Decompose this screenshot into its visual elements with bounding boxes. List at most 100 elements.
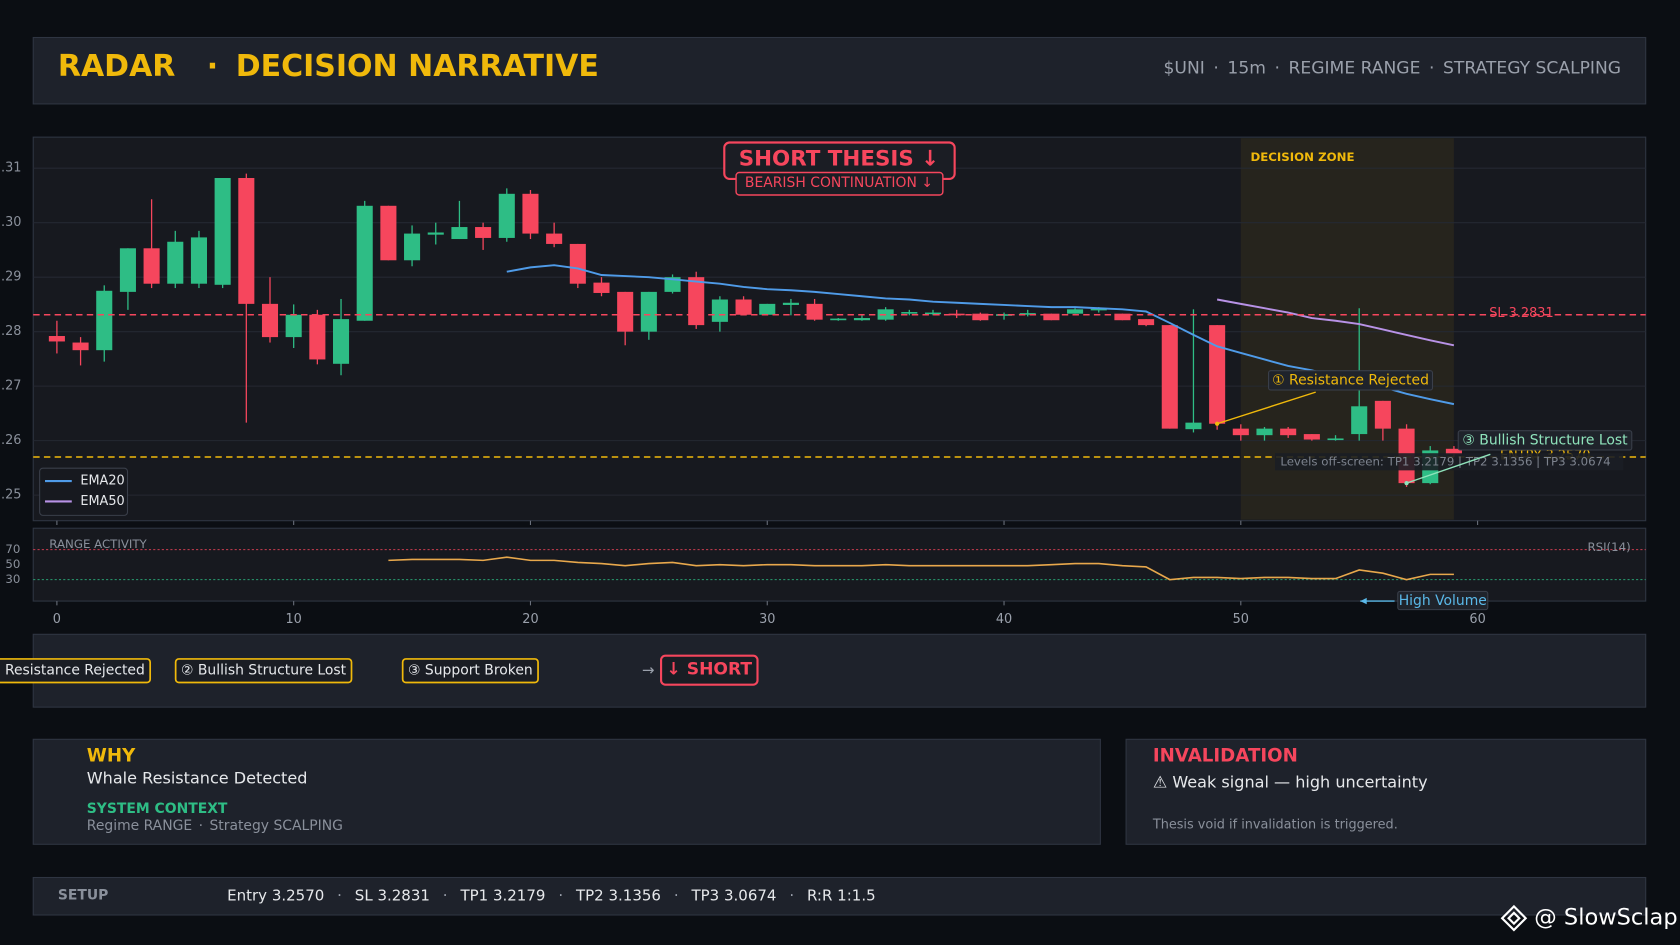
flow-outcome: ↓ SHORT: [666, 660, 752, 680]
rsi-panel: [32, 527, 1647, 602]
candle-body: [1303, 434, 1320, 440]
annotation-arrow: [1406, 453, 1491, 484]
candle-body: [1327, 438, 1344, 441]
why-text: Whale Resistance Detected: [87, 768, 308, 787]
meta-separator: ·: [1274, 59, 1279, 79]
flow-step-box: [0, 658, 152, 684]
header-separator: ·: [207, 49, 218, 84]
candle-body: [380, 205, 397, 261]
x-tick-label: 10: [286, 612, 302, 627]
annotation-box: [1457, 430, 1633, 451]
candle-body: [569, 243, 586, 284]
watermark-icon: [1500, 904, 1528, 932]
note-box: [1275, 453, 1624, 471]
meta-item: $UNI: [1164, 59, 1205, 79]
candle-body: [664, 277, 681, 292]
setup-separator: ·: [558, 886, 563, 904]
annotation-label: High Volume: [1399, 593, 1487, 609]
setup-panel: [32, 876, 1647, 916]
candle-body: [309, 314, 326, 360]
candle-body: [688, 277, 705, 326]
y-tick-label: 50: [5, 557, 20, 571]
candle-body: [830, 318, 847, 321]
annotation-label: ① Resistance Rejected: [1272, 372, 1429, 388]
candle-body: [332, 319, 350, 364]
y-tick-label: 3.30: [0, 215, 21, 230]
x-tick-label: 60: [1469, 612, 1485, 627]
candle-body: [475, 227, 492, 238]
annotation-box: [1397, 590, 1489, 611]
candle-body: [1138, 319, 1155, 326]
chart-subtitle: BEARISH CONTINUATION ↓: [745, 175, 933, 191]
candle-body: [711, 299, 728, 322]
candle-body: [1090, 308, 1107, 311]
candle-body: [1232, 428, 1249, 436]
annotation-point: [1214, 421, 1220, 426]
invalidation-text: ⚠ Weak signal — high uncertainty: [1153, 773, 1428, 792]
y-tick-label: 3.28: [0, 324, 21, 339]
candle-body: [546, 233, 563, 244]
outcome-box: [659, 654, 759, 686]
candle-body: [593, 282, 610, 293]
x-tick-label: 40: [996, 612, 1012, 627]
candle-body: [1209, 325, 1226, 424]
why-panel: [32, 738, 1101, 845]
annotation-point: [1404, 480, 1409, 486]
y-tick-label: 3.31: [0, 161, 21, 176]
candle-body: [190, 237, 207, 284]
context-text: Regime RANGE · Strategy SCALPING: [87, 818, 343, 834]
chart-title: SHORT THESIS ↓: [739, 147, 939, 172]
meta-item: 15m: [1227, 59, 1265, 79]
x-tick-label: 50: [1233, 612, 1249, 627]
candle-body: [1043, 313, 1060, 321]
annotation-box: [1268, 370, 1434, 391]
flow-step: ② Bullish Structure Lost: [181, 663, 347, 679]
meta-separator: ·: [1429, 59, 1434, 79]
subtitle-box: [735, 171, 944, 196]
candle-body: [404, 233, 421, 261]
x-tick-label: 0: [53, 612, 61, 627]
candle-body: [1019, 313, 1036, 315]
candle-body: [853, 318, 870, 321]
level-label: SL 3.2831: [1489, 306, 1553, 321]
candle-body: [1161, 325, 1178, 429]
levels-note: Levels off-screen: TP1 3.2179 | TP2 3.13…: [1280, 454, 1610, 469]
candle-body: [72, 342, 89, 351]
why-title: WHY: [87, 745, 136, 766]
annotation-label: ③ Bullish Structure Lost: [1462, 432, 1628, 448]
x-tick-label: 20: [522, 612, 538, 627]
candle-body: [1256, 428, 1273, 436]
invalidation-title: INVALIDATION: [1153, 745, 1298, 766]
candle-body: [972, 313, 989, 321]
context-title: SYSTEM CONTEXT: [87, 801, 228, 817]
header-panel: [32, 36, 1647, 105]
setup-item: TP2 3.1356: [575, 886, 661, 904]
candle-body: [238, 178, 255, 304]
meta-item: REGIME RANGE: [1289, 59, 1421, 79]
ema-line: [1216, 298, 1455, 347]
context-item: Regime RANGE: [87, 818, 192, 834]
candle-body: [167, 241, 184, 284]
flow-step: ① Resistance Rejected: [0, 663, 145, 679]
candle-body: [1374, 400, 1391, 429]
legend-label: EMA20: [80, 474, 124, 489]
candle-body: [782, 302, 799, 305]
annotation-arrow: [1216, 391, 1316, 425]
candle-body: [735, 299, 752, 315]
candle-body: [498, 193, 515, 238]
candle-body: [356, 205, 373, 321]
candle-body: [1067, 309, 1084, 314]
candle-body: [143, 248, 160, 284]
candle-body: [1114, 313, 1131, 321]
candle-body: [48, 336, 65, 342]
ema-line: [506, 264, 1455, 406]
flow-step: ③ Support Broken: [408, 663, 533, 679]
y-tick-label: 70: [5, 542, 20, 556]
candle-body: [214, 178, 231, 285]
candle-body: [759, 303, 776, 315]
setup-separator: ·: [443, 886, 448, 904]
arrow-head: [1360, 597, 1367, 605]
y-tick-label: 3.29: [0, 270, 21, 285]
setup-items: Entry 3.2570 · SL 3.2831 · TP1 3.2179 · TP2 3.…: [227, 886, 876, 904]
